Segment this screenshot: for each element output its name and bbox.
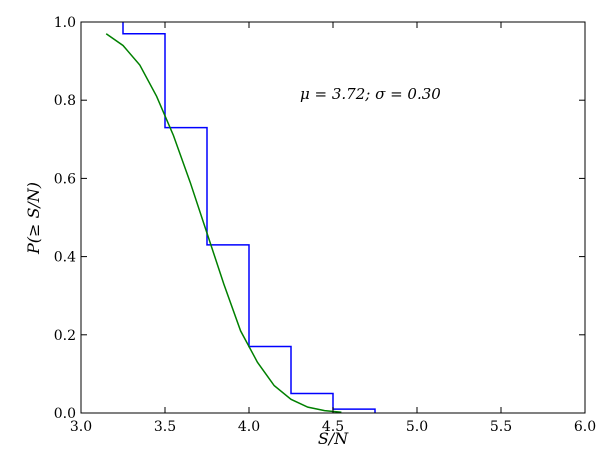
x-tick-label: 5.0 (406, 419, 428, 435)
x-tick-label: 5.5 (490, 419, 512, 435)
axes: 3.0 3.5 4.0 4.5 5.0 5.5 6.0 0.0 0.2 0.4 0.6 0.8 1.0 (54, 15, 596, 435)
y-tick-label: 0.8 (54, 93, 76, 109)
x-axis-label: S/N (318, 429, 349, 448)
y-tick-label: 0.0 (54, 406, 76, 422)
y-tick-label: 1.0 (54, 15, 76, 31)
x-tick-label: 3.5 (154, 419, 176, 435)
y-tick-label: 0.6 (54, 171, 76, 187)
axes-frame (80, 21, 586, 414)
fit-curve-line (105, 33, 342, 413)
y-tick-label: 0.2 (54, 328, 76, 344)
x-tick-label: 3.0 (70, 419, 92, 435)
plot-area (105, 22, 376, 413)
annotation-text: μ = 3.72; σ = 0.30 (300, 85, 441, 103)
x-tick-label: 4.5 (322, 419, 344, 435)
x-tick-label: 4.0 (238, 419, 260, 435)
y-axis-label: P(≥ S/N) (24, 182, 43, 255)
x-tick-label: 6.0 (574, 419, 596, 435)
y-tick-label: 0.4 (54, 250, 76, 266)
step-series-line (122, 22, 376, 413)
